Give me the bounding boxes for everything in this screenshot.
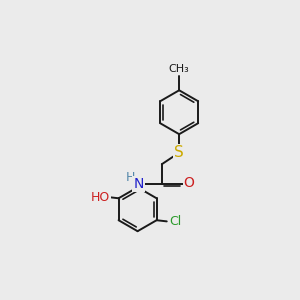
Text: HO: HO	[91, 190, 110, 204]
Text: Cl: Cl	[169, 215, 182, 228]
Text: CH₃: CH₃	[169, 64, 190, 74]
Text: O: O	[184, 176, 194, 190]
Text: H: H	[125, 171, 135, 184]
Text: N: N	[134, 177, 144, 191]
Text: S: S	[174, 145, 184, 160]
